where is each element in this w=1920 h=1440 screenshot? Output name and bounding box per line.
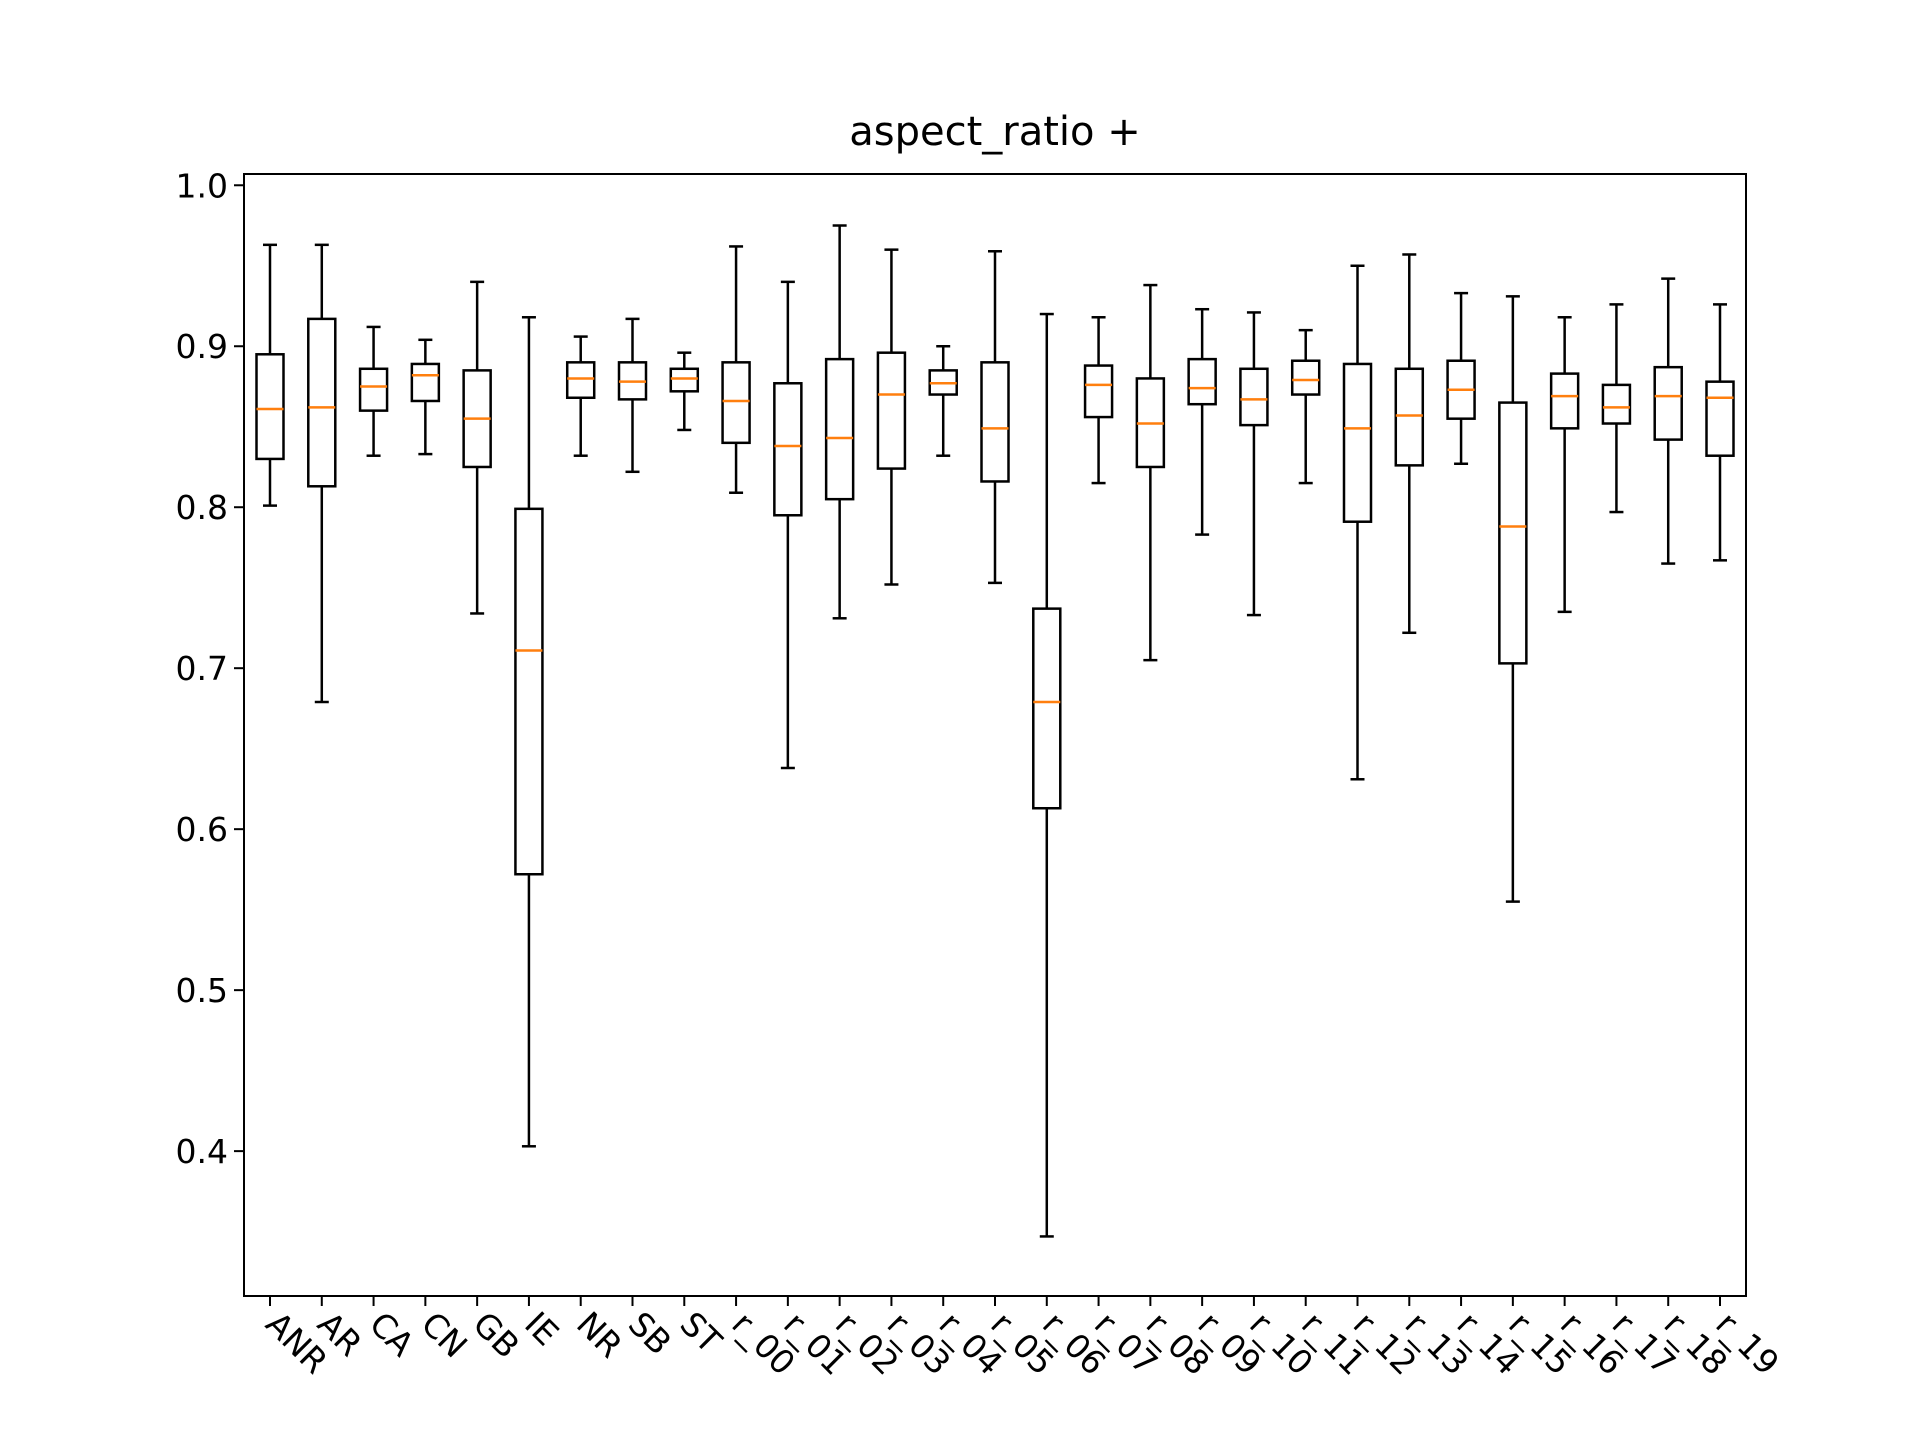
box-r_16 <box>1549 316 1580 614</box>
box-r_17 <box>1601 303 1632 514</box>
y-tick-label: 0.7 <box>176 649 228 688</box>
iqr-box <box>1549 372 1580 430</box>
box-r_14 <box>1446 291 1476 466</box>
box-r_10 <box>1239 311 1269 617</box>
box-IE <box>514 316 544 1148</box>
iqr-box <box>1290 359 1321 396</box>
box-r_03 <box>876 248 907 586</box>
iqr-box <box>565 361 596 400</box>
box-r_11 <box>1290 328 1321 485</box>
box-ST <box>669 351 700 432</box>
iqr-box <box>307 317 337 488</box>
iqr-box <box>1653 365 1683 441</box>
iqr-box <box>1705 380 1735 457</box>
iqr-box <box>1187 357 1217 406</box>
iqr-box <box>1394 367 1425 467</box>
y-tick-label: 1.0 <box>176 166 228 205</box>
box-r_19 <box>1705 303 1735 562</box>
plot-area-frame <box>243 173 1747 1297</box>
y-tick-label: 0.5 <box>176 971 228 1010</box>
iqr-box <box>514 507 544 876</box>
iqr-box <box>410 362 441 403</box>
box-r_04 <box>928 344 958 457</box>
iqr-box <box>1498 401 1528 665</box>
chart-title: aspect_ratio + <box>849 109 1140 155</box>
y-tick-label: 0.8 <box>176 488 228 527</box>
box-CA <box>358 325 389 457</box>
box-NR <box>565 335 596 457</box>
box-r_06 <box>1032 312 1062 1238</box>
y-axis: 0.4 0.5 0.6 0.7 0.8 0.9 1.0 <box>176 166 244 1171</box>
y-tick-label: 0.9 <box>176 327 228 366</box>
iqr-box <box>358 367 389 412</box>
iqr-box <box>721 361 751 445</box>
iqr-box <box>773 382 803 517</box>
boxes-layer <box>255 224 1735 1238</box>
iqr-box <box>1239 367 1269 427</box>
y-tick-label: 0.6 <box>176 810 228 849</box>
iqr-box <box>1601 383 1632 425</box>
iqr-box <box>669 367 700 393</box>
iqr-box <box>1342 362 1373 523</box>
box-CN <box>410 338 441 456</box>
box-r_02 <box>824 224 855 620</box>
iqr-box <box>255 353 285 461</box>
iqr-box <box>980 361 1010 483</box>
iqr-box <box>876 351 907 470</box>
box-r_01 <box>773 280 803 770</box>
box-GB <box>462 280 492 615</box>
box-r_09 <box>1187 307 1217 536</box>
box-r_00 <box>721 245 751 494</box>
box-SB <box>617 317 648 474</box>
box-r_18 <box>1653 277 1683 565</box>
box-ANR <box>255 243 285 507</box>
box-r_15 <box>1498 295 1528 903</box>
box-r_13 <box>1394 253 1425 635</box>
iqr-box <box>824 357 855 501</box>
iqr-box <box>1032 607 1062 810</box>
box-r_07 <box>1083 316 1114 485</box>
y-tick-label: 0.4 <box>176 1132 228 1171</box>
box-r_08 <box>1135 283 1166 662</box>
box-r_12 <box>1342 264 1373 781</box>
box-r_05 <box>980 250 1010 585</box>
box-AR <box>307 243 337 704</box>
iqr-box <box>1083 364 1114 419</box>
